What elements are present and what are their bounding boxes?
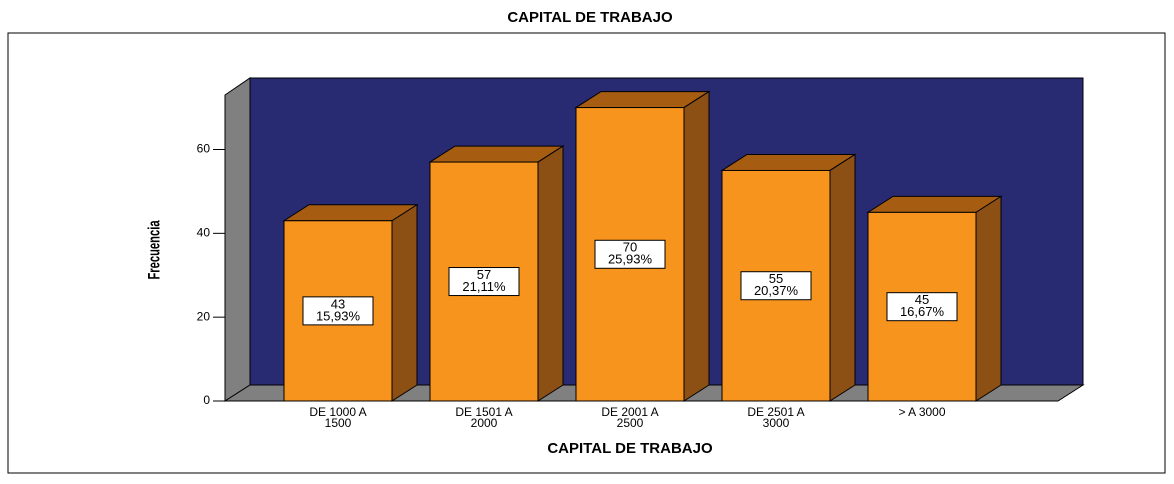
bar-side: [683, 90, 710, 402]
data-label-percent: 20,37%: [754, 283, 799, 298]
x-tick-label: 2000: [471, 416, 498, 430]
data-label-box: [594, 239, 666, 269]
data-label: 70: [623, 240, 637, 255]
bar-side: [537, 145, 564, 402]
data-label-percent: 16,67%: [900, 304, 945, 319]
chart-title: CAPITAL DE TRABAJO: [507, 9, 673, 26]
x-tick-label: DE 2501 A: [747, 405, 804, 419]
data-label-percent: 15,93%: [316, 308, 361, 323]
data-label-box: [886, 292, 958, 322]
x-tick-label: 1500: [325, 416, 352, 430]
x-tick-label: DE 1000 A: [309, 405, 366, 419]
data-label-box: [448, 267, 520, 297]
y-tick-label: 40: [197, 226, 211, 240]
x-tick-label: DE 1501 A: [455, 405, 512, 419]
bar-side: [975, 195, 1002, 402]
x-tick-label: > A 3000: [898, 405, 945, 419]
data-label-box: [302, 296, 374, 326]
x-tick-label: 2500: [617, 416, 644, 430]
y-tick-label: 0: [203, 393, 210, 407]
data-label-percent: 25,93%: [608, 252, 653, 267]
x-tick-label: DE 2001 A: [601, 405, 658, 419]
y-tick-label: 60: [197, 142, 211, 156]
y-tick-label: 20: [197, 309, 211, 323]
data-label-box: [740, 271, 812, 301]
data-label: 57: [477, 267, 491, 282]
x-axis-title: CAPITAL DE TRABAJO: [547, 440, 713, 457]
bar-side: [391, 203, 418, 402]
side-wall: [224, 77, 251, 402]
x-tick-label: 3000: [763, 416, 790, 430]
data-label: 43: [331, 296, 345, 311]
data-label: 55: [769, 271, 783, 286]
bar-side: [829, 153, 856, 402]
data-label: 45: [915, 292, 929, 307]
y-axis-title: Frecuencia: [145, 220, 164, 280]
data-label-percent: 21,11%: [462, 279, 506, 294]
